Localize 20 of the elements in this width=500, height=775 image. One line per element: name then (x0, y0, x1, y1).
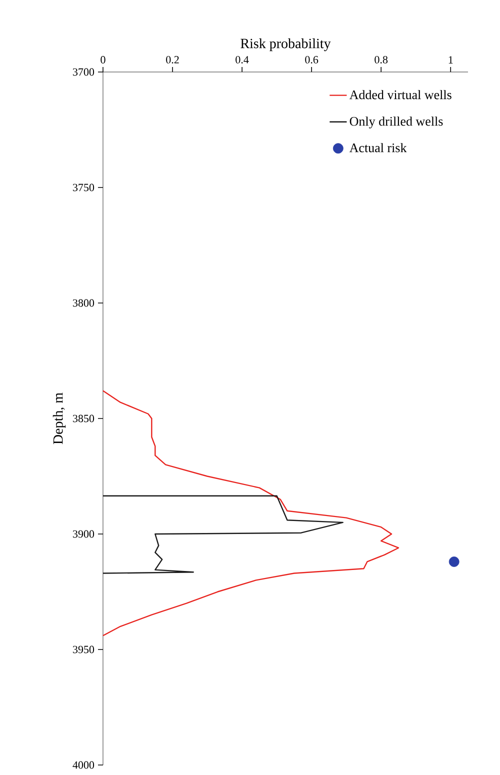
x-tick-label: 0.4 (236, 56, 249, 64)
x-tick-label: 0.8 (374, 56, 388, 64)
line-series (102, 390, 400, 636)
y-tick-label: 3950 (73, 646, 94, 654)
y-tick-label: 3900 (73, 530, 94, 538)
x-axis-title: Risk probability (240, 38, 331, 52)
y-tick-label: 3800 (73, 299, 94, 307)
x-tick-label: 1 (448, 56, 453, 64)
line-series (102, 495, 344, 574)
y-tick-label: 3850 (73, 414, 94, 422)
legend-label: Actual risk (349, 143, 407, 152)
legend-label: Only drilled wells (350, 116, 443, 128)
x-tick-label: 0.2 (166, 56, 179, 64)
y-tick-label: 4000 (72, 761, 94, 769)
legend-label: Added virtual wells (349, 90, 452, 100)
y-axis-title: Depth, m (52, 392, 66, 444)
x-tick-label: 0 (100, 56, 106, 64)
x-tick-label: 0.6 (305, 56, 318, 64)
y-tick-label: 3700 (73, 68, 94, 76)
y-tick-label: 3750 (73, 184, 94, 192)
